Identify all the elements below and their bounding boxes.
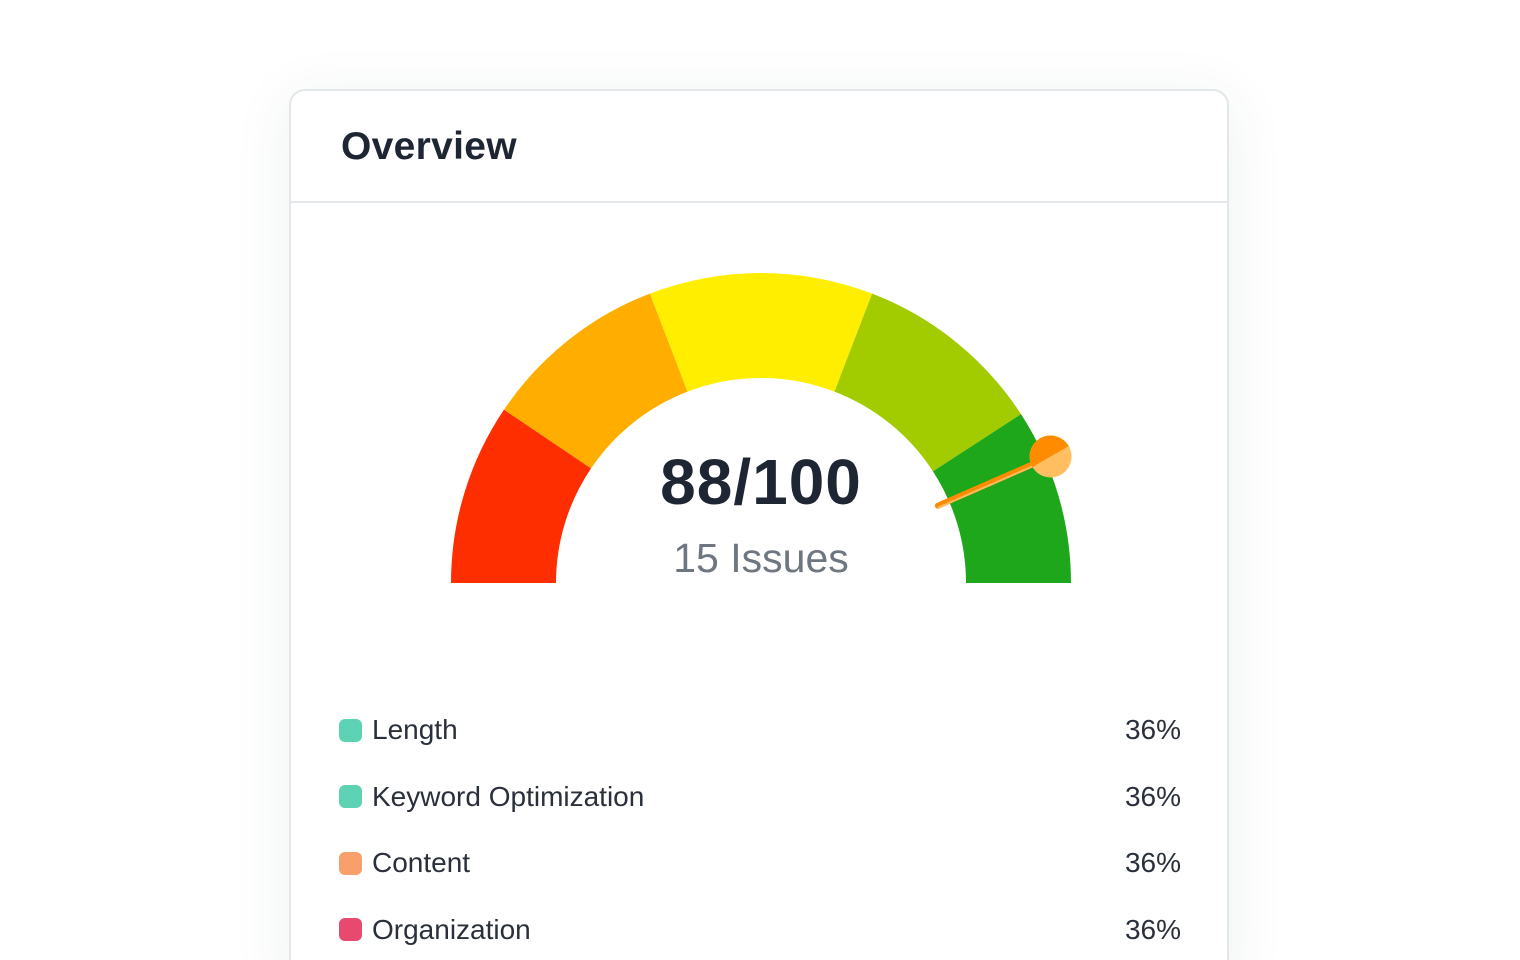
legend-swatch xyxy=(339,718,362,742)
legend-value: 36% xyxy=(1124,847,1181,879)
legend-value: 36% xyxy=(1124,780,1181,812)
gauge-chart xyxy=(451,273,1072,583)
legend-label: Length xyxy=(372,714,458,746)
legend-value: 36% xyxy=(1124,913,1181,945)
gauge-segment-yellow xyxy=(649,273,873,392)
legend-label: Content xyxy=(372,847,471,879)
issues-count: 15 Issues xyxy=(673,535,849,581)
legend-item-length: Length 36% xyxy=(339,697,1183,764)
gauge-segment-orange xyxy=(503,293,688,469)
overview-card: Overview 88/100 15 Issues Length 36% Key… xyxy=(289,89,1229,960)
legend-swatch xyxy=(339,785,362,809)
score-gauge: 88/100 15 Issues xyxy=(451,267,1072,587)
legend-swatch xyxy=(339,918,362,942)
legend-item-organization: Organization 36% xyxy=(339,897,1183,960)
legend-label: Organization xyxy=(372,913,531,945)
gauge-segment-lime xyxy=(834,293,1021,472)
gauge-segment-red xyxy=(451,409,592,583)
card-header: Overview xyxy=(291,91,1227,203)
legend-value: 36% xyxy=(1124,714,1181,746)
legend-label: Keyword Optimization xyxy=(372,780,645,812)
legend-swatch xyxy=(339,851,362,875)
score-value: 88/100 xyxy=(660,446,862,518)
legend-item-content: Content 36% xyxy=(339,830,1183,897)
gauge-needle-knob-cap xyxy=(1029,435,1069,467)
legend-item-keyword-optimization: Keyword Optimization 36% xyxy=(339,764,1183,831)
legend-list: Length 36% Keyword Optimization 36% Cont… xyxy=(339,697,1183,960)
gauge-needle-highlight xyxy=(937,457,1051,509)
card-title: Overview xyxy=(341,125,517,168)
